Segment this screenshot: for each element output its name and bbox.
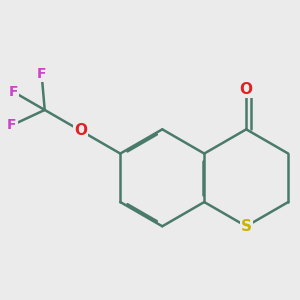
Text: F: F (8, 85, 18, 99)
Text: O: O (240, 82, 253, 97)
Text: F: F (7, 118, 16, 132)
Text: O: O (74, 123, 87, 138)
Text: F: F (37, 67, 46, 81)
Text: S: S (241, 219, 252, 234)
